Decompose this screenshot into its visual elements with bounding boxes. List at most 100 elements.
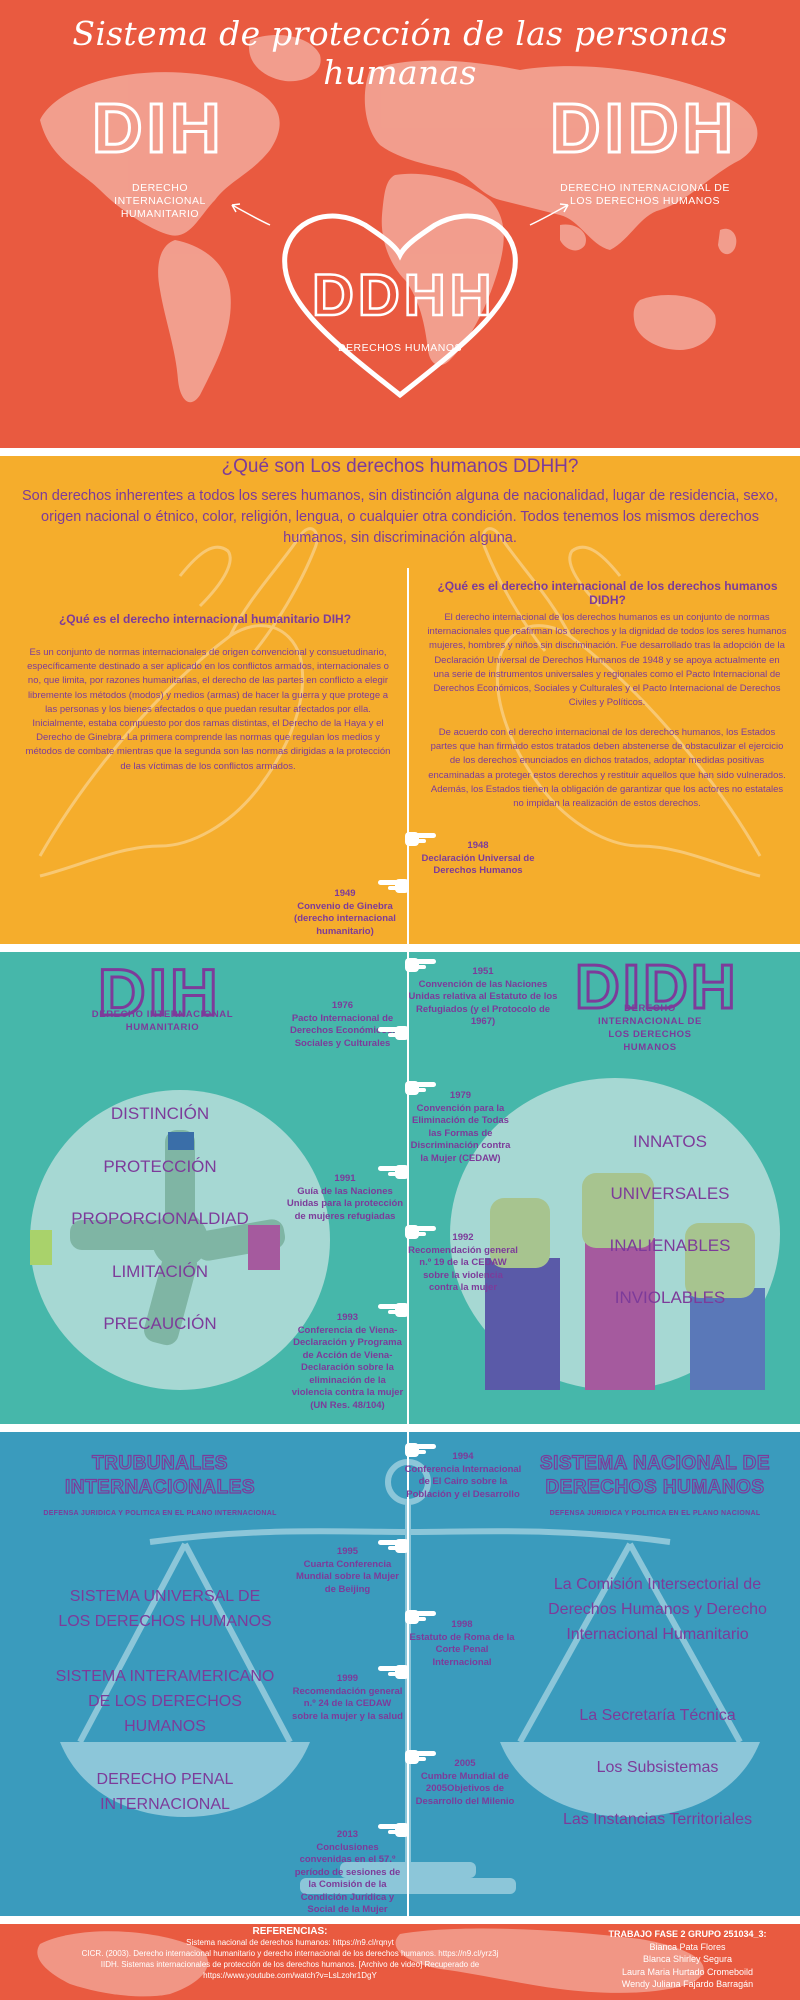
intro-section: ¿Qué son Los derechos humanos DDHH? Son … [0, 456, 800, 944]
world-map-icon [40, 35, 758, 403]
pointing-hand-icon [405, 1750, 436, 1764]
timeline-text: Convención para la Eliminación de Todas … [410, 1102, 511, 1164]
timeline-year: 1999 [336, 1673, 359, 1684]
pointing-hand-icon [378, 1303, 409, 1317]
principle-limitacion: LIMITACIÓN [111, 1262, 209, 1281]
timeline-event-1951: 1951 Convención de las Naciones Unidas r… [408, 966, 558, 1029]
international-tribunals-subtitle: DEFENSA JURIDICA Y POLITICA EN EL PLANO … [43, 1510, 277, 1517]
timeline-text: Convención de las Naciones Unidas relati… [408, 978, 558, 1028]
timeline-text: Conclusiones convenidas en el 57.º perío… [294, 1841, 401, 1916]
timeline-text: Conferencia Internacional de El Cairo so… [404, 1463, 522, 1500]
timeline-event-2005: 2005 Cumbre Mundial de 2005Objetivos de … [410, 1758, 520, 1808]
timeline-text: Guía de las Naciones Unidas para la prot… [286, 1185, 404, 1222]
timeline-text: Recomendación general n.º 19 de la CEDAW… [408, 1244, 518, 1294]
timeline-line-2 [407, 952, 409, 1424]
timeline-year: 1951 [472, 966, 494, 977]
principle-precaucion: PRECAUCIÓN [103, 1314, 217, 1333]
technical-secretariat-item: La Secretaría Técnica [579, 1707, 736, 1724]
timeline-year: 1998 [451, 1619, 473, 1630]
timeline-year: 1995 [336, 1546, 359, 1557]
ddhh-question: ¿Qué son Los derechos humanos DDHH? [221, 456, 579, 477]
pointing-hand-icon [405, 958, 436, 972]
trait-inalienables: INALIENABLES [609, 1236, 731, 1255]
criminal-law-item: DERECHO PENAL INTERNACIONAL [96, 1771, 234, 1813]
timeline-event-1979: 1979 Convención para la Eliminación de T… [408, 1090, 513, 1165]
trait-inviolables: INVIOLABLES [614, 1288, 726, 1307]
pointing-hand-icon [405, 1225, 436, 1239]
didh-definition-2: De acuerdo con el derecho internacional … [428, 727, 786, 810]
timeline-text: Cuarta Conferencia Mundial sobre la Muje… [296, 1558, 399, 1595]
team-member: Wendy Juliana Fajardo Barragán [621, 1979, 754, 1989]
timeline-text: Declaración Universal de Derechos Humano… [421, 852, 535, 877]
reference-item: Sistema nacional de derechos humanos: ht… [186, 1938, 394, 1947]
dih-label: DERECHO INTERNACIONAL HUMANITARIO [114, 182, 206, 220]
timeline-event-1994: 1994 Conferencia Internacional de El Cai… [404, 1451, 522, 1501]
timeline-event-1999: 1999 Recomendación general n.º 24 de la … [290, 1673, 405, 1723]
principle-distincion: DISTINCIÓN [110, 1104, 210, 1123]
pointing-hand-icon [405, 1610, 436, 1624]
didh-question: ¿Qué es el derecho internacional de los … [437, 579, 778, 607]
dih-label-middle: DERECHO INTERNACIONAL HUMANITARIO [91, 1009, 234, 1033]
hands-outline-icon [38, 527, 762, 878]
timeline-event-1992: 1992 Recomendación general n.º 19 de la … [408, 1232, 518, 1295]
scale-of-justice-icon [60, 1459, 760, 1894]
reference-item: https://www.youtube.com/watch?v=LsLzohr1… [203, 1971, 377, 1980]
interamerican-system-item: SISTEMA INTERAMERICANO DE LOS DERECHOS H… [55, 1668, 275, 1735]
timeline-event-1949: 1949 Convenio de Ginebra (derecho intern… [285, 888, 405, 938]
timeline-year: 1992 [452, 1232, 474, 1243]
reference-item: CICR. (2003). Derecho internacional huma… [81, 1949, 499, 1958]
timeline-text: Estatuto de Roma de la Corte Penal Inter… [409, 1631, 515, 1668]
territorial-instances-item: Las Instancias Territoriales [562, 1811, 753, 1828]
timeline-year: 1948 [467, 840, 489, 851]
pointing-hand-icon [378, 1823, 409, 1837]
dih-abbr-middle: DIH [97, 954, 221, 1031]
references-title: REFERENCIAS: [252, 1926, 328, 1937]
timeline-year: 1993 [336, 1312, 359, 1323]
pointing-hand-icon [405, 1443, 436, 1457]
didh-abbr: DIDH [548, 88, 738, 169]
timeline-text: Pacto Internacional de Derechos Económic… [289, 1012, 396, 1049]
timeline-line-1 [407, 568, 409, 944]
reference-item: IIDH. Sistemas internacionales de protec… [100, 1960, 480, 1969]
timeline-year: 1949 [334, 888, 356, 899]
references: REFERENCIAS: Sistema nacional de derecho… [10, 1926, 570, 1981]
timeline-year: 1991 [334, 1173, 356, 1184]
timeline-event-1998: 1998 Estatuto de Roma de la Corte Penal … [408, 1619, 516, 1669]
timeline-text: Conferencia de Viena- Declaración y Prog… [291, 1324, 404, 1411]
timeline-text: Cumbre Mundial de 2005Objetivos de Desar… [415, 1770, 515, 1807]
dih-abbr: DIH [91, 88, 225, 169]
timeline-event-1993: 1993 Conferencia de Viena- Declaración y… [290, 1312, 405, 1412]
pointing-hand-icon [405, 832, 436, 846]
international-tribunals-title: TRUBUNALES INTERNACIONALES [64, 1452, 256, 1498]
national-system-subtitle: DEFENSA JURIDICA Y POLITICA EN EL PLANO … [549, 1510, 761, 1517]
ddhh-abbr: DDHH [311, 262, 496, 330]
didh-abbr-middle: DIDH [574, 952, 739, 1024]
timeline-year: 2013 [336, 1829, 359, 1840]
team-member: Laura Maria Hurtado Cromeboild [621, 1966, 754, 1977]
footer-section: REFERENCIAS: Sistema nacional de derecho… [0, 1924, 800, 2000]
pointing-hand-icon [378, 1539, 409, 1553]
header-section: Sistema de protección de las personas hu… [0, 0, 800, 448]
raised-fists-icon [485, 1173, 765, 1390]
team-member: Blanca Shirley Segura [642, 1954, 733, 1964]
timeline-year: 2005 [454, 1758, 476, 1769]
team-credits: TRABAJO FASE 2 GRUPO 251034_3: Bianca Pa… [580, 1928, 795, 1991]
timeline-event-1976: 1976 Pacto Internacional de Derechos Eco… [280, 1000, 405, 1050]
timeline-year: 1979 [449, 1090, 472, 1101]
principle-proteccion: PROTECCIÓN [103, 1157, 217, 1176]
timeline-text: Recomendación general n.º 24 de la CEDAW… [292, 1685, 403, 1722]
national-system-title: SISTEMA NACIONAL DE DERECHOS HUMANOS [539, 1452, 771, 1498]
pointing-hand-icon [378, 1026, 409, 1040]
page-title: Sistema de protección de las personas hu… [72, 14, 728, 92]
ddhh-label: DERECHOS HUMANOS [337, 342, 463, 354]
timeline-event-1995: 1995 Cuarta Conferencia Mundial sobre la… [290, 1546, 405, 1596]
trait-innatos: INNATOS [633, 1132, 707, 1151]
didh-definition-1: El derecho internacional de los derechos… [427, 612, 787, 709]
world-map-footer-icon [37, 1928, 704, 1997]
team-member: Bianca Pata Flores [649, 1941, 726, 1952]
pointing-hand-icon [405, 1081, 436, 1095]
pointing-hand-icon [378, 1665, 409, 1679]
subsystems-item: Los Subsistemas [596, 1759, 719, 1776]
didh-label: DERECHO INTERNACIONAL DE LOS DERECHOS HU… [560, 182, 730, 207]
dih-definition: Es un conjunto de normas internacionales… [25, 647, 391, 772]
